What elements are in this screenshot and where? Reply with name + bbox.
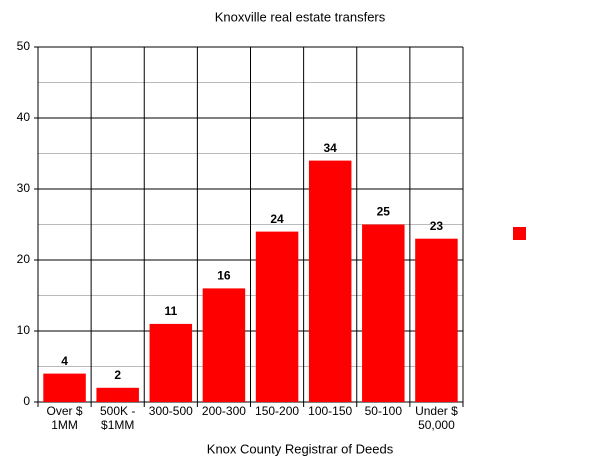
data-label: 4 (61, 354, 68, 368)
bar (43, 373, 86, 402)
bar (362, 224, 405, 402)
data-label: 34 (324, 141, 338, 155)
y-tick-label: 0 (23, 394, 30, 408)
data-label: 16 (217, 269, 231, 283)
y-tick-label: 40 (17, 110, 31, 124)
x-tick-label: Under $50,000 (415, 404, 458, 432)
x-tick-label: 50-100 (365, 404, 403, 418)
x-tick-label: 500K -$1MM (100, 404, 135, 432)
data-label: 25 (377, 205, 391, 219)
y-tick-label: 30 (17, 181, 31, 195)
bar (308, 160, 352, 402)
data-label: 23 (430, 219, 444, 233)
y-tick-label: 10 (17, 323, 31, 337)
x-tick-label: 300-500 (149, 404, 193, 418)
bar (96, 387, 139, 402)
data-label: 2 (114, 368, 121, 382)
bar (255, 231, 299, 402)
x-tick-label: Over $1MM (47, 404, 83, 432)
x-tick-label: 200-300 (202, 404, 246, 418)
chart-title: Knoxville real estate transfers (215, 9, 386, 24)
bar (415, 238, 458, 402)
x-axis-label: Knox County Registrar of Deeds (207, 441, 394, 456)
bar (149, 323, 193, 402)
y-tick-label: 20 (17, 252, 31, 266)
data-label: 24 (270, 212, 284, 226)
data-label: 11 (164, 304, 177, 318)
x-tick-label: 150-200 (255, 404, 299, 418)
legend-swatch (513, 227, 526, 240)
x-tick-label: 100-150 (308, 404, 352, 418)
bar (202, 288, 246, 402)
y-tick-label: 50 (17, 39, 31, 53)
